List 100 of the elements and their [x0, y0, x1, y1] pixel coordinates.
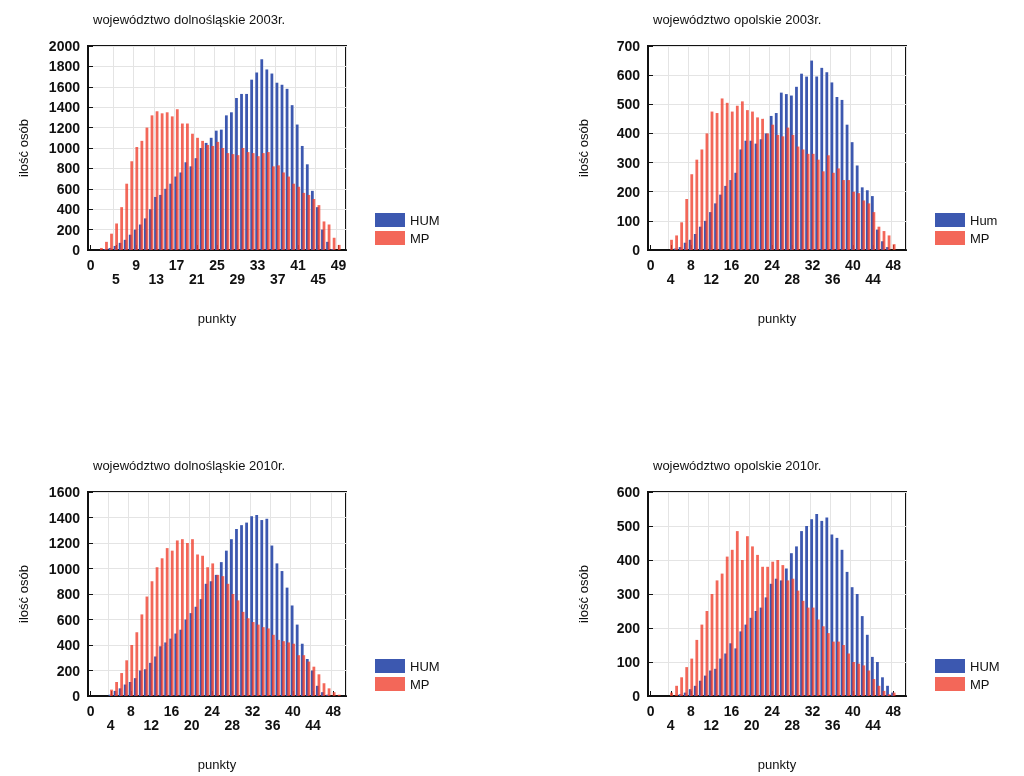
chart-title: województwo dolnośląskie 2010r. — [92, 458, 286, 473]
y-tick-label: 500 — [616, 518, 641, 534]
x-tick-label: 12 — [703, 717, 720, 733]
y-tick-label: 1000 — [48, 560, 81, 577]
x-tick-label: 4 — [666, 271, 675, 287]
legend-label: HUM — [970, 658, 1000, 674]
y-tick-label: 0 — [632, 242, 641, 258]
y-tick-label: 600 — [56, 611, 81, 628]
y-tick-label: 400 — [616, 125, 641, 142]
x-tick-label: 44 — [305, 717, 322, 733]
chart-title: województwo opolskie 2010r. — [652, 458, 822, 473]
x-tick-label: 25 — [209, 257, 225, 273]
x-tick-label: 45 — [310, 271, 327, 287]
y-tick-label: 600 — [616, 484, 641, 500]
x-tick-label: 17 — [168, 257, 185, 273]
x-tick-label: 4 — [106, 717, 115, 733]
y-tick-label: 500 — [616, 96, 641, 113]
y-tick-label: 800 — [56, 160, 81, 177]
x-tick-label: 29 — [229, 271, 246, 287]
x-axis-title: punkty — [197, 757, 237, 772]
x-tick-label: 41 — [290, 257, 306, 273]
y-axis-title: ilość osób — [576, 119, 591, 177]
y-tick-label: 300 — [616, 586, 641, 602]
y-axis-title: ilość osób — [16, 119, 31, 177]
y-tick-label: 200 — [616, 183, 641, 200]
y-axis-title: ilość osób — [16, 565, 31, 623]
x-tick-label: 20 — [743, 717, 760, 733]
x-tick-label: 28 — [784, 717, 801, 733]
y-tick-label: 1600 — [48, 484, 81, 500]
x-tick-label: 36 — [824, 717, 841, 733]
y-tick-label: 1200 — [48, 119, 81, 136]
x-tick-label: 8 — [687, 257, 696, 273]
x-tick-label: 32 — [244, 703, 261, 719]
x-tick-label: 37 — [269, 271, 286, 287]
y-tick-label: 600 — [616, 67, 641, 84]
y-tick-label: 200 — [56, 662, 81, 679]
chart-title: województwo dolnośląskie 2003r. — [92, 12, 286, 27]
x-axis-title: punkty — [757, 311, 797, 326]
x-tick-label: 9 — [132, 257, 141, 273]
x-tick-label: 0 — [646, 703, 655, 719]
x-tick-label: 8 — [127, 703, 136, 719]
x-tick-label: 40 — [845, 703, 861, 719]
y-tick-label: 2000 — [48, 38, 81, 54]
y-tick-label: 0 — [72, 688, 81, 704]
legend-label: MP — [970, 676, 990, 692]
legend-label: Hum — [970, 212, 998, 228]
x-tick-label: 21 — [188, 271, 205, 287]
x-tick-label: 12 — [703, 271, 720, 287]
x-tick-label: 48 — [885, 703, 902, 719]
x-tick-label: 49 — [330, 257, 347, 273]
legend-label: MP — [410, 676, 430, 692]
x-tick-label: 44 — [865, 271, 882, 287]
y-tick-label: 600 — [56, 180, 81, 197]
y-tick-label: 200 — [56, 221, 81, 238]
x-tick-label: 16 — [723, 703, 740, 719]
x-tick-label: 16 — [163, 703, 180, 719]
x-tick-label: 0 — [646, 257, 655, 273]
legend-label: MP — [410, 230, 430, 246]
x-tick-label: 0 — [86, 257, 95, 273]
x-tick-label: 40 — [845, 257, 861, 273]
y-tick-label: 100 — [616, 654, 641, 670]
x-tick-label: 13 — [148, 271, 165, 287]
x-tick-label: 33 — [249, 257, 266, 273]
legend-label: MP — [970, 230, 990, 246]
x-tick-label: 36 — [264, 717, 281, 733]
legend-label: HUM — [410, 658, 440, 674]
chart-title: województwo opolskie 2003r. — [652, 12, 822, 27]
y-tick-label: 100 — [616, 212, 641, 229]
legend-label: HUM — [410, 212, 440, 228]
y-tick-label: 400 — [56, 201, 81, 218]
y-tick-label: 300 — [616, 154, 641, 171]
x-tick-label: 28 — [784, 271, 801, 287]
x-tick-label: 20 — [183, 717, 200, 733]
y-tick-label: 1800 — [48, 58, 81, 75]
x-tick-label: 8 — [687, 703, 696, 719]
x-tick-label: 48 — [885, 257, 902, 273]
y-tick-label: 200 — [616, 620, 641, 636]
x-axis-title: punkty — [197, 311, 237, 326]
y-tick-label: 800 — [56, 586, 81, 602]
x-tick-label: 5 — [111, 271, 120, 287]
x-tick-label: 28 — [224, 717, 241, 733]
y-tick-label: 1200 — [48, 535, 81, 551]
x-tick-label: 0 — [86, 703, 95, 719]
x-tick-label: 16 — [723, 257, 740, 273]
x-tick-label: 24 — [764, 703, 780, 719]
y-tick-label: 0 — [632, 688, 641, 704]
y-tick-label: 1400 — [48, 99, 81, 116]
x-axis-title: punkty — [757, 757, 797, 772]
x-tick-label: 32 — [804, 257, 821, 273]
x-tick-label: 32 — [804, 703, 821, 719]
y-tick-label: 400 — [616, 552, 641, 568]
y-tick-label: 400 — [56, 637, 81, 653]
y-tick-label: 0 — [72, 242, 81, 258]
y-tick-label: 1600 — [48, 78, 81, 95]
x-tick-label: 4 — [666, 717, 675, 733]
y-tick-label: 700 — [616, 38, 641, 54]
x-tick-label: 48 — [325, 703, 342, 719]
y-tick-label: 1000 — [48, 140, 81, 156]
x-tick-label: 20 — [743, 271, 760, 287]
y-axis-title: ilość osób — [576, 565, 591, 623]
